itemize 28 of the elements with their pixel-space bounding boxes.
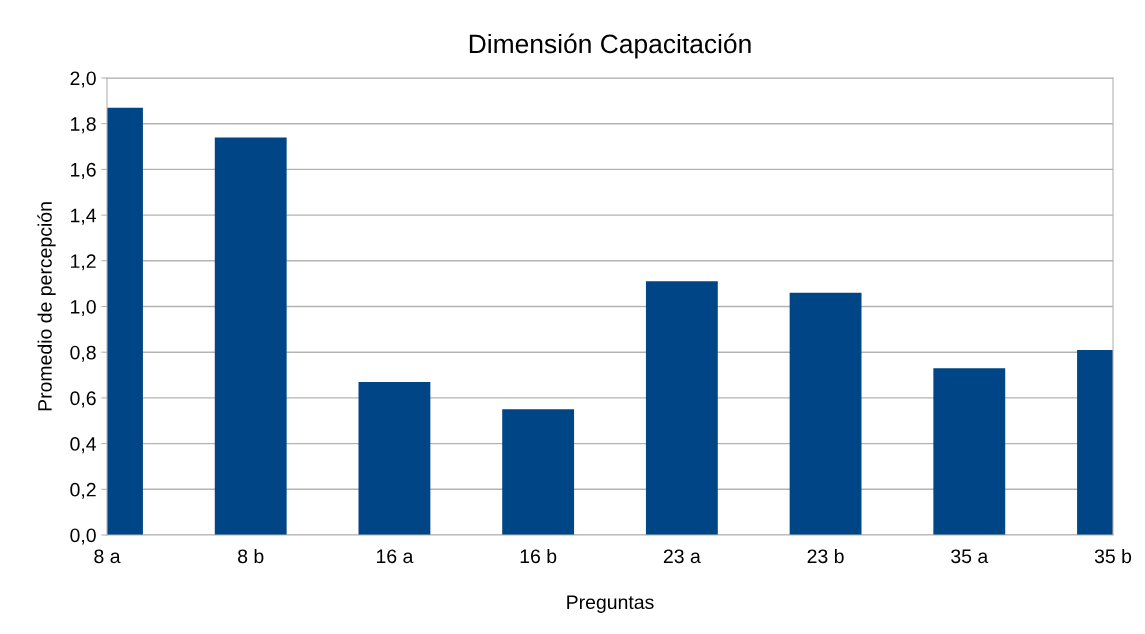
y-tick-label: 1,0 <box>71 299 96 317</box>
bar <box>502 409 575 535</box>
y-tick-label: 1,8 <box>71 117 96 134</box>
y-tick-label: 0,2 <box>70 482 96 499</box>
bar <box>645 281 718 535</box>
y-tick-label: 0,4 <box>70 437 97 454</box>
y-tick-label: 2,0 <box>70 71 96 88</box>
y-tick-label: 1,2 <box>71 254 96 271</box>
x-tick-label: 35 a <box>951 549 989 564</box>
x-tick-label: 23 a <box>663 549 701 564</box>
bar <box>933 368 1006 535</box>
bar <box>214 137 287 535</box>
x-tick-label: 8 a <box>94 549 121 564</box>
y-tick-label: 1,6 <box>71 162 96 179</box>
y-tick-label: 0,0 <box>70 528 96 545</box>
y-tick-label: 1,4 <box>71 208 97 225</box>
bar <box>789 292 862 535</box>
y-tick-label: 0,8 <box>70 345 96 362</box>
x-tick-label: 23 b <box>807 548 844 564</box>
chart-title: Dimensión Capacitación <box>469 33 751 59</box>
y-tick-label: 0,6 <box>70 391 96 408</box>
x-tick-label: 16 a <box>376 549 414 564</box>
x-tick-label: 8 b <box>238 548 264 564</box>
x-tick-label: 16 b <box>520 548 557 564</box>
x-axis-title: Preguntas <box>567 595 654 613</box>
x-tick-label: 35 b <box>1094 548 1132 564</box>
y-axis-title: Promedio de percepción <box>37 202 56 411</box>
bar <box>358 381 431 535</box>
